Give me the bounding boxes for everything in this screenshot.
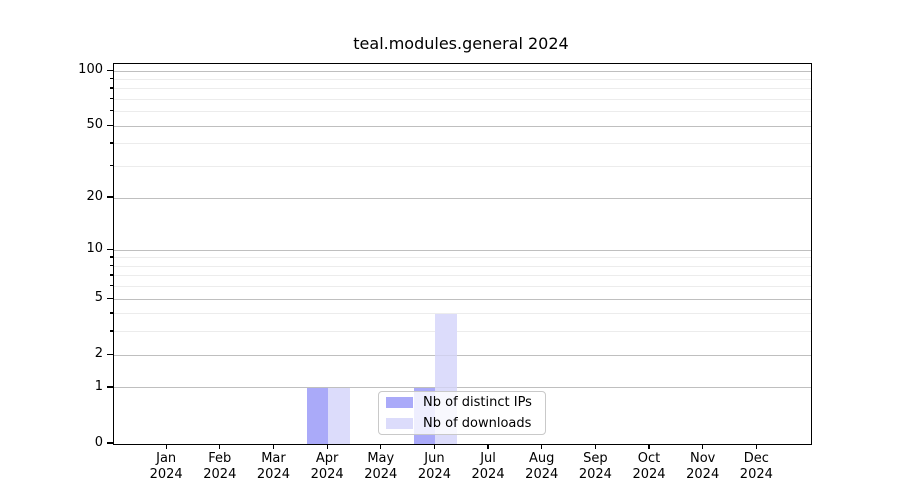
y-tick-label-2: 2 xyxy=(94,346,103,362)
gridlines-overlay-layer xyxy=(113,64,811,445)
y-minor-tick-mark-60 xyxy=(109,110,113,112)
x-tick-label-jun: Jun 2024 xyxy=(417,451,451,482)
y-minor-tick-mark-80 xyxy=(109,87,113,89)
y-tick-mark-100 xyxy=(107,69,113,71)
legend-item-downloads: Nb of downloads xyxy=(379,413,545,434)
legend: Nb of distinct IPs Nb of downloads xyxy=(378,391,546,435)
legend-label-distinct-ips: Nb of distinct IPs xyxy=(423,395,532,410)
y-minor-tick-mark-6 xyxy=(109,285,113,287)
x-tick-mark-jul xyxy=(487,444,489,449)
x-tick-mark-feb xyxy=(219,444,221,449)
x-tick-label-dec: Dec 2024 xyxy=(739,451,773,482)
y-tick-label-1: 1 xyxy=(94,378,103,394)
gridlines-layer xyxy=(113,64,811,445)
x-tick-mark-mar xyxy=(272,444,275,449)
x-tick-mark-sep xyxy=(594,444,596,449)
x-tick-mark-dec xyxy=(755,444,757,449)
y-tick-mark-20 xyxy=(107,196,113,198)
y-minor-tick-mark-90 xyxy=(109,77,113,80)
x-tick-mark-jun xyxy=(433,444,435,449)
x-tick-label-jul: Jul 2024 xyxy=(471,451,505,482)
y-minor-tick-mark-9 xyxy=(109,256,113,258)
y-minor-tick-mark-40 xyxy=(109,142,113,144)
y-minor-tick-mark-30 xyxy=(109,164,113,167)
y-tick-mark-10 xyxy=(107,248,113,250)
y-tick-label-100: 100 xyxy=(78,62,103,78)
chart-title: teal.modules.general 2024 xyxy=(353,34,569,53)
x-tick-label-may: May 2024 xyxy=(364,451,398,482)
plot-area xyxy=(112,62,812,445)
x-tick-mark-aug xyxy=(541,444,543,449)
y-tick-label-5: 5 xyxy=(94,290,103,306)
y-tick-mark-0 xyxy=(107,442,113,444)
x-tick-mark-nov xyxy=(702,444,704,449)
y-minor-tick-mark-70 xyxy=(109,98,113,100)
x-tick-label-apr: Apr 2024 xyxy=(310,451,344,482)
x-tick-mark-apr xyxy=(326,444,328,449)
y-tick-mark-1 xyxy=(107,386,113,388)
x-tick-mark-oct xyxy=(648,444,650,449)
bar-apr-distinct-ips xyxy=(306,387,329,444)
x-tick-label-nov: Nov 2024 xyxy=(686,451,720,482)
legend-swatch-distinct-ips xyxy=(386,397,413,408)
y-tick-mark-5 xyxy=(107,297,113,299)
y-tick-label-20: 20 xyxy=(86,189,103,205)
y-tick-mark-2 xyxy=(107,353,113,355)
y-minor-tick-mark-7 xyxy=(109,274,113,276)
x-tick-label-sep: Sep 2024 xyxy=(578,451,612,482)
legend-item-distinct-ips: Nb of distinct IPs xyxy=(379,392,545,413)
y-tick-label-10: 10 xyxy=(86,241,103,257)
y-tick-label-0: 0 xyxy=(94,435,103,450)
y-minor-tick-mark-8 xyxy=(109,264,113,267)
y-tick-mark-50 xyxy=(107,124,113,126)
bar-apr-downloads xyxy=(328,387,350,444)
x-tick-label-oct: Oct 2024 xyxy=(632,451,666,482)
y-minor-tick-mark-4 xyxy=(109,312,113,314)
x-tick-mark-may xyxy=(380,444,382,449)
y-minor-tick-mark-3 xyxy=(109,330,113,332)
x-tick-label-mar: Mar 2024 xyxy=(256,451,290,482)
x-tick-label-jan: Jan 2024 xyxy=(149,451,183,482)
legend-swatch-downloads xyxy=(386,418,413,429)
x-tick-label-aug: Aug 2024 xyxy=(525,451,559,482)
legend-label-downloads: Nb of downloads xyxy=(423,416,532,431)
x-tick-mark-jan xyxy=(165,444,167,449)
y-tick-label-50: 50 xyxy=(86,117,103,133)
x-tick-label-feb: Feb 2024 xyxy=(203,451,237,482)
